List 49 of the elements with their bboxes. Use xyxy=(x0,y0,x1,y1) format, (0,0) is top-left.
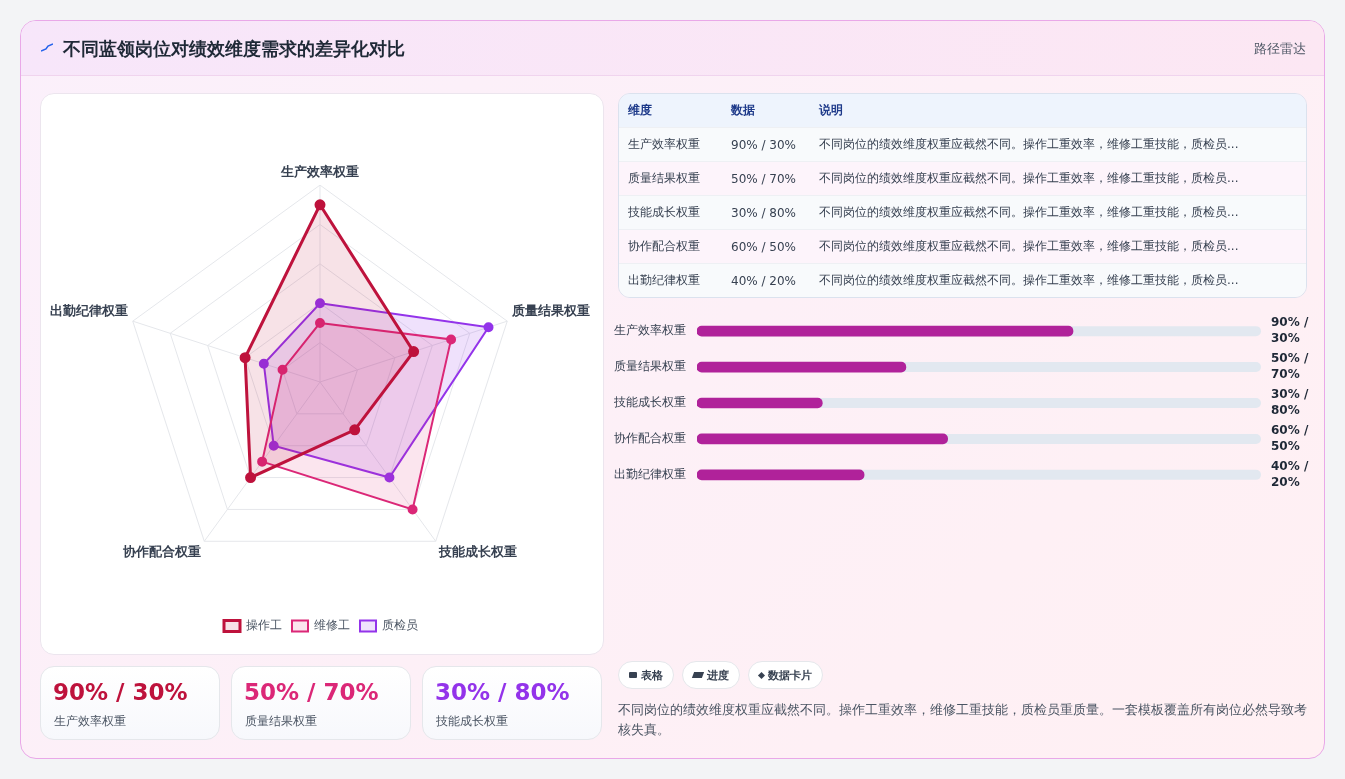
y-tick-label: 技能成长权重 xyxy=(613,395,686,410)
category-label: 维度 xyxy=(627,102,653,119)
text: 不同岗位的绩效维度权重应截然不同。操作工重效率，维修工重技能，质检员... xyxy=(819,273,1239,287)
spoke-label: 技能成长权重 xyxy=(437,544,517,560)
legend-label: 质检员 xyxy=(382,618,418,633)
y-tick-label: 出勤纪律权重 xyxy=(614,466,686,481)
text: 技能成长权重 xyxy=(628,205,700,219)
y-tick-label: 生产效率权重 xyxy=(614,323,686,338)
text: 生产效率权重 xyxy=(628,137,700,151)
spoke-label: 生产效率权重 xyxy=(280,163,359,179)
text: 不同岗位的绩效维度权重应截然不同。操作工重效率，维修工重技能，质检员... xyxy=(819,137,1239,151)
y-tick-label: 质量结果权重 xyxy=(614,359,686,374)
text: 进度 xyxy=(707,667,729,683)
spoke-label: 协作配合权重 xyxy=(122,544,202,560)
text: 60% / 50% xyxy=(731,239,797,254)
text: 出勤纪律权重 xyxy=(628,273,700,287)
text: 30% / 80% xyxy=(435,679,570,705)
legend-label: 维修工 xyxy=(314,618,350,633)
data-label: 60% / 50% xyxy=(1271,423,1309,454)
text: 30% / 80% xyxy=(731,205,797,220)
y-tick-label: 协作配合权重 xyxy=(614,431,686,446)
category-label: 数据 xyxy=(731,102,756,119)
bar xyxy=(697,397,823,409)
text: 50% / 70% xyxy=(731,171,797,186)
text: 表格 xyxy=(641,667,663,683)
category-label: 生产效率权重 xyxy=(54,713,126,730)
spoke-label: 质量结果权重 xyxy=(511,303,590,319)
text: 不同岗位的绩效维度权重应截然不同。操作工重效率，维修工重技能，质检员... xyxy=(819,239,1239,253)
text: 90% / 30% xyxy=(53,679,188,705)
text: 质量结果权重 xyxy=(628,171,700,185)
text: 不同蓝领岗位对绩效维度需求的差异化对比 xyxy=(63,37,405,61)
category-label: 说明 xyxy=(819,102,844,119)
text: 不同岗位的绩效维度权重应截然不同。操作工重效率，维修工重技能，质检员... xyxy=(819,171,1239,185)
data-label: 30% / 80% xyxy=(1271,387,1309,418)
legend-label: 操作工 xyxy=(246,618,282,633)
text: 数据卡片 xyxy=(768,667,812,683)
spoke-label: 出勤纪律权重 xyxy=(50,303,128,319)
text: 50% / 70% xyxy=(244,679,379,705)
text: 路径雷达 xyxy=(1254,40,1306,58)
data-label: 90% / 30% xyxy=(1271,315,1309,346)
data-label: 40% / 20% xyxy=(1271,458,1309,489)
text: 协作配合权重 xyxy=(628,239,700,253)
text: 40% / 20% xyxy=(731,273,797,288)
category-label: 质量结果权重 xyxy=(245,713,317,730)
text: 90% / 30% xyxy=(731,137,797,152)
text: 不同岗位的绩效维度权重应截然不同。操作工重效率，维修工重技能，质检员... xyxy=(819,205,1239,219)
category-label: 技能成长权重 xyxy=(436,713,508,730)
text: 不同岗位的绩效维度权重应截然不同。操作工重效率，维修工重技能，质检员重质量。一套模板覆盖所有岗位必然导致考核失真。 xyxy=(618,701,1308,739)
data-label: 50% / 70% xyxy=(1271,351,1309,382)
